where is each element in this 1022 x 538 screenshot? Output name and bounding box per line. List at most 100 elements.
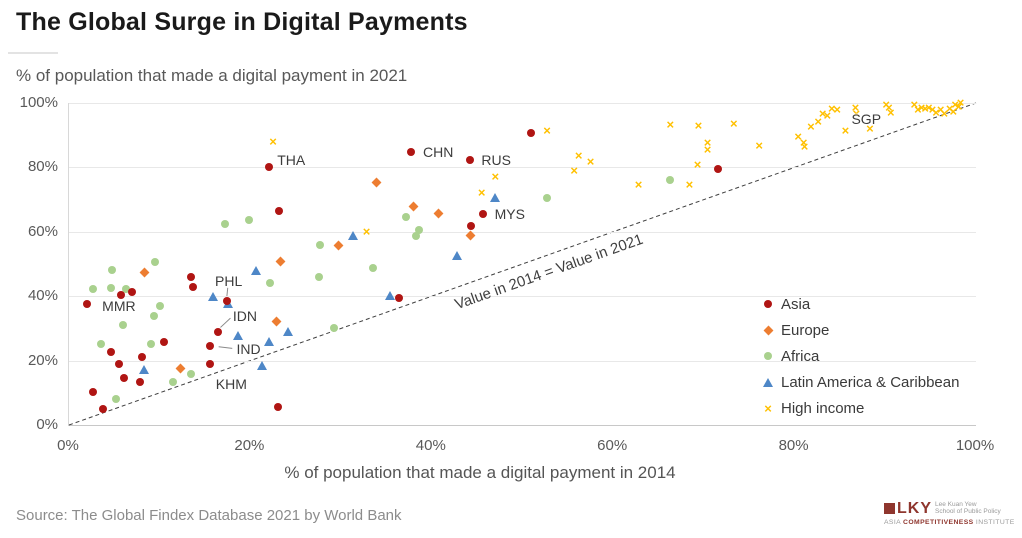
triangle-icon bbox=[763, 377, 773, 387]
point-africa bbox=[666, 176, 675, 185]
page-title: The Global Surge in Digital Payments bbox=[16, 8, 468, 36]
y-tick-60%: 60% bbox=[27, 222, 58, 240]
logo-school-line2: School of Public Policy bbox=[935, 508, 1001, 516]
legend-label: Africa bbox=[781, 347, 820, 365]
point-label-SGP: SGP bbox=[851, 111, 882, 128]
legend-item-latin-america-caribbean: Latin America & Caribbean bbox=[759, 369, 959, 395]
point-africa bbox=[118, 320, 127, 329]
logo-inst-word2: Competitiveness bbox=[903, 519, 974, 526]
x-tick-20%: 20% bbox=[234, 437, 265, 454]
point-africa bbox=[107, 266, 116, 275]
point-asia bbox=[83, 300, 92, 309]
circle-icon bbox=[764, 300, 772, 308]
point-latin-america-caribbean bbox=[347, 230, 358, 240]
point-high-income: × bbox=[703, 142, 712, 158]
point-africa bbox=[415, 225, 424, 234]
point-high-income: × bbox=[755, 138, 764, 154]
point-asia bbox=[526, 128, 535, 137]
x-tick-80%: 80% bbox=[778, 437, 809, 454]
legend-item-africa: Africa bbox=[759, 343, 959, 369]
y-tick-100%: 100% bbox=[19, 94, 58, 111]
x-tick-40%: 40% bbox=[415, 437, 446, 454]
gridline-80 bbox=[69, 167, 976, 169]
point-africa bbox=[96, 340, 105, 349]
point-high-income: × bbox=[799, 134, 808, 150]
point-asia bbox=[264, 163, 273, 172]
legend-item-asia: Asia bbox=[759, 291, 959, 317]
point-high-income: × bbox=[362, 224, 371, 240]
point-label-IDN: IDN bbox=[232, 307, 258, 324]
legend-label: Europe bbox=[781, 321, 830, 339]
point-label-CHN: CHN bbox=[422, 144, 454, 161]
point-high-income: × bbox=[818, 106, 827, 122]
point-high-income: × bbox=[921, 101, 929, 117]
point-asia bbox=[465, 155, 474, 164]
point-latin-america-caribbean bbox=[490, 193, 501, 203]
point-africa bbox=[402, 213, 411, 222]
point-africa bbox=[315, 272, 324, 281]
x-tick-100%: 100% bbox=[955, 437, 995, 454]
point-latin-america-caribbean bbox=[250, 265, 261, 275]
point-high-income: × bbox=[694, 118, 703, 134]
legend-label: Asia bbox=[781, 295, 811, 313]
point-high-income: × bbox=[928, 102, 937, 118]
chart-subtitle: % of population that made a digital paym… bbox=[16, 66, 408, 85]
point-label-THA: THA bbox=[277, 151, 306, 168]
point-label-IND: IND bbox=[236, 341, 261, 358]
point-latin-america-caribbean bbox=[282, 327, 293, 337]
point-high-income: × bbox=[932, 105, 940, 121]
legend: Asia Europe Africa Latin America & Caribbea… bbox=[759, 291, 959, 421]
diamond-legend-icon bbox=[759, 325, 777, 335]
point-high-income: × bbox=[936, 102, 945, 118]
logo-institute-line: Asia Competitiveness Institute bbox=[884, 519, 1016, 526]
logo-acronym: LKY bbox=[897, 500, 932, 517]
point-high-income: × bbox=[833, 101, 842, 117]
point-high-income: × bbox=[917, 100, 926, 116]
point-asia bbox=[186, 273, 195, 282]
point-high-income: × bbox=[634, 177, 643, 193]
point-high-income: × bbox=[949, 103, 958, 119]
point-asia bbox=[206, 341, 215, 350]
point-africa bbox=[169, 378, 178, 387]
point-asia bbox=[114, 359, 123, 368]
point-africa bbox=[146, 340, 155, 349]
point-high-income: × bbox=[685, 177, 694, 193]
point-asia bbox=[138, 352, 147, 361]
point-asia bbox=[189, 282, 198, 291]
gridline-40 bbox=[69, 296, 976, 298]
point-high-income: × bbox=[910, 97, 919, 113]
label-connector-IDN bbox=[220, 317, 231, 328]
point-africa bbox=[89, 285, 98, 294]
point-high-income: × bbox=[491, 168, 500, 184]
logo-inst-word1: Asia bbox=[884, 519, 901, 526]
point-high-income: × bbox=[940, 105, 949, 121]
reference-line-layer bbox=[68, 102, 977, 426]
point-high-income: × bbox=[886, 105, 895, 121]
point-high-income: × bbox=[882, 97, 890, 113]
point-high-income: × bbox=[543, 123, 551, 139]
point-asia bbox=[99, 405, 108, 414]
point-africa bbox=[368, 263, 377, 272]
legend-label: High income bbox=[781, 399, 865, 417]
logo-square-icon bbox=[884, 503, 895, 514]
point-label-RUS: RUS bbox=[481, 151, 511, 168]
point-africa bbox=[329, 324, 338, 333]
point-asia bbox=[395, 294, 404, 303]
point-latin-america-caribbean bbox=[139, 365, 150, 375]
legend-item-europe: Europe bbox=[759, 317, 959, 343]
point-high-income: × bbox=[954, 98, 963, 114]
point-high-income: × bbox=[925, 100, 933, 116]
point-high-income: × bbox=[666, 117, 675, 133]
point-high-income: × bbox=[570, 163, 578, 179]
point-latin-america-caribbean bbox=[264, 336, 275, 346]
point-high-income: × bbox=[574, 148, 583, 164]
point-africa bbox=[245, 216, 254, 225]
point-africa bbox=[186, 370, 195, 379]
diamond-icon bbox=[763, 325, 773, 335]
point-asia bbox=[160, 337, 169, 346]
point-high-income: × bbox=[730, 116, 738, 132]
logo-school-line1: Lee Kuan Yew bbox=[935, 501, 977, 508]
point-high-income: × bbox=[477, 185, 486, 201]
point-africa bbox=[150, 311, 159, 320]
